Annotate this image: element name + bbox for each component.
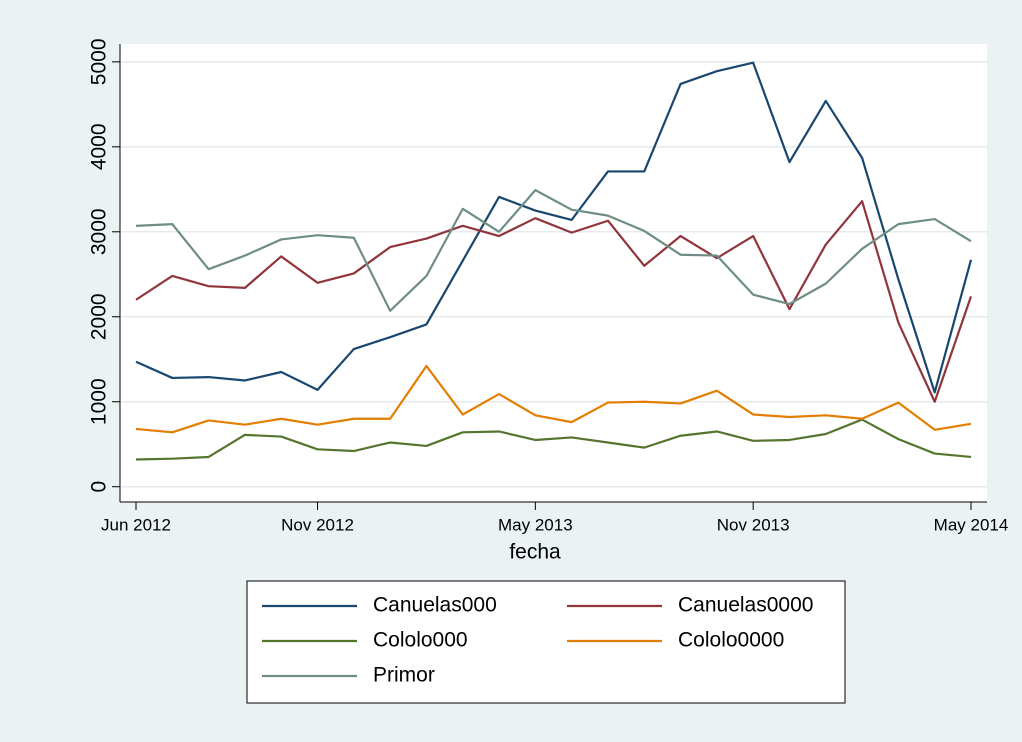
x-tick-label: May 2013 (498, 515, 573, 534)
legend-label: Primor (373, 664, 435, 687)
plot-area (120, 44, 987, 502)
y-tick-label: 2000 (88, 293, 111, 340)
x-axis-label: fecha (509, 541, 561, 564)
y-tick-label: 3000 (88, 208, 111, 255)
x-tick-label: Nov 2012 (281, 515, 354, 534)
series-line (135, 364, 972, 434)
legend-label: Cololo000 (373, 629, 468, 652)
legend-label: Cololo0000 (678, 629, 784, 652)
y-tick-label: 5000 (88, 38, 111, 85)
legend-label: Canuelas0000 (678, 594, 813, 617)
series-line (135, 61, 973, 394)
series-line (135, 189, 972, 312)
x-tick-label: Jun 2012 (101, 515, 171, 534)
series-line (135, 200, 973, 403)
y-tick-label: 4000 (88, 123, 111, 170)
series-line (135, 418, 972, 461)
legend-label: Canuelas000 (373, 594, 497, 617)
y-tick-label: 0 (88, 481, 111, 493)
x-tick-label: Nov 2013 (717, 515, 790, 534)
x-tick-label: May 2014 (934, 515, 1009, 534)
y-tick-label: 1000 (88, 378, 111, 425)
